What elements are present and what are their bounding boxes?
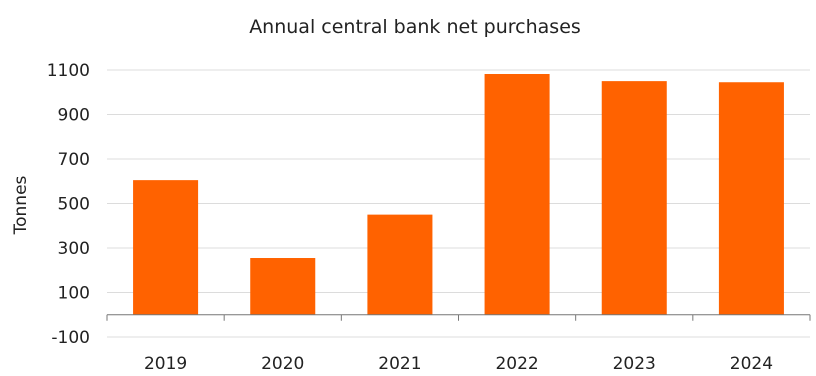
gridlines [107,69,810,338]
bar-2020 [250,258,316,315]
x-tick-label: 2023 [613,354,656,374]
y-tick-label: 300 [58,239,90,259]
y-axis-title: Tonnes [11,175,31,235]
bar-2024 [718,82,784,315]
y-tick-label: 900 [58,106,90,126]
x-tick-label: 2024 [730,354,773,374]
y-tick-label: 700 [58,150,90,170]
y-tick-label: 1100 [47,61,90,81]
x-tick-label: 2020 [261,354,304,374]
y-tick-label: 500 [58,195,90,215]
chart-title: Annual central bank net purchases [249,16,581,38]
x-tick-label: 2019 [144,354,187,374]
bar-2023 [601,81,667,315]
bar-2022 [484,74,550,315]
y-tick-label: 100 [58,284,90,304]
x-tick-labels: 2019 2020 2021 2022 2023 2024 [144,354,773,374]
x-axis [106,314,811,321]
x-tick-label: 2022 [495,354,538,374]
bar-2021 [367,214,433,315]
y-tick-labels: 1100 900 700 500 300 100 -100 [47,61,90,348]
bar-2019 [133,180,199,315]
y-tick-label: -100 [51,328,90,348]
x-tick-label: 2021 [378,354,421,374]
bars [133,74,784,315]
